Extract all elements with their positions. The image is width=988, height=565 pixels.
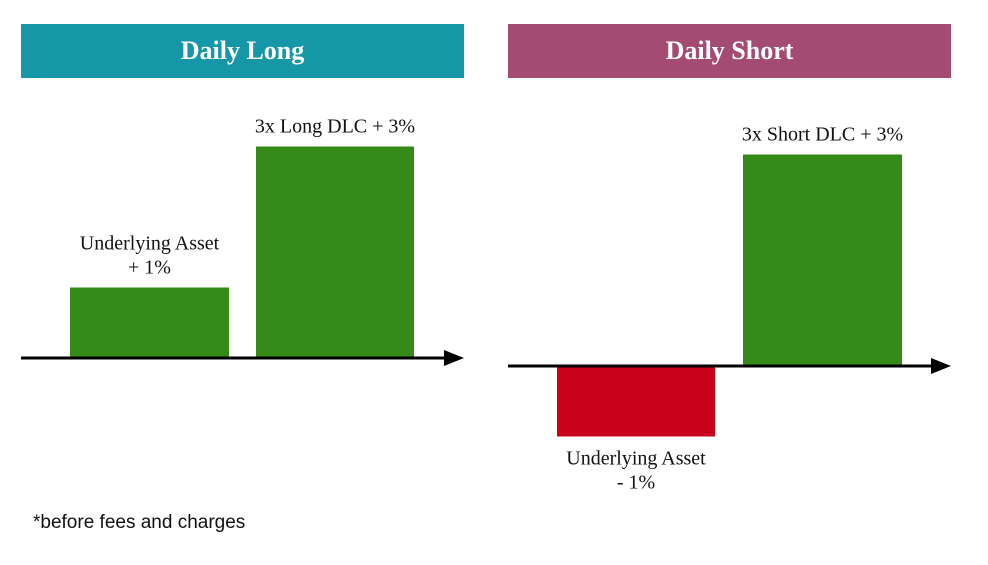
daily-short-header: Daily Short [508, 24, 951, 78]
daily-long-header: Daily Long [21, 24, 464, 78]
short-bar-1 [743, 154, 902, 366]
long-axis-arrow [444, 350, 464, 366]
long-bar-0-label-1: + 1% [128, 257, 171, 279]
long-bar-0-label-0: Underlying Asset [80, 233, 220, 255]
long-bar-1-label-0: 3x Long DLC + 3% [255, 116, 415, 138]
short-bar-0-label-0: Underlying Asset [566, 448, 706, 470]
short-bar-1-label-0: 3x Short DLC + 3% [742, 124, 903, 146]
footnote: *before fees and charges [33, 512, 246, 533]
long-bar-0 [70, 287, 229, 358]
short-bar-0 [557, 366, 715, 437]
long-bar-1 [256, 146, 414, 358]
short-axis-arrow [931, 358, 951, 374]
short-bar-0-label-1: - 1% [617, 472, 655, 494]
